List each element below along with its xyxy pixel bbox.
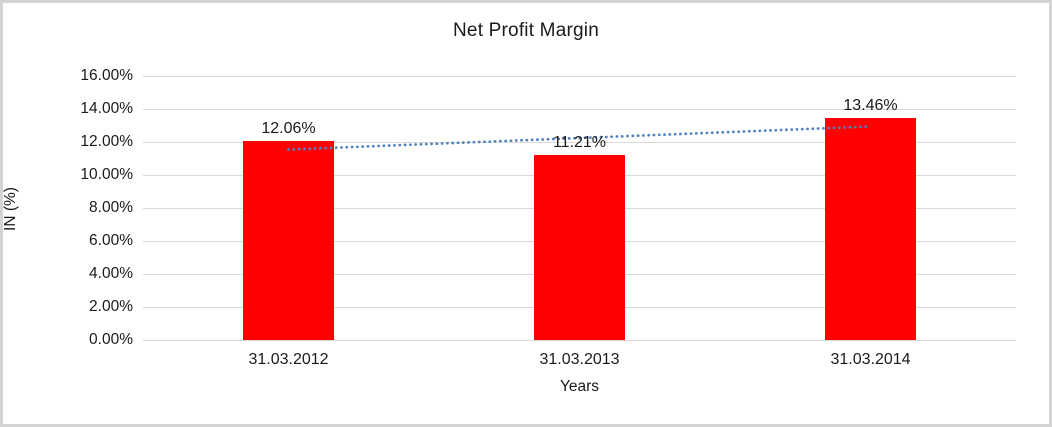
y-tick-label: 14.00%: [80, 99, 133, 117]
bar: [243, 141, 334, 340]
trendline: [287, 125, 872, 151]
bar: [534, 155, 625, 340]
y-tick-label: 8.00%: [89, 198, 133, 216]
y-tick-label: 6.00%: [89, 231, 133, 249]
y-tick-label: 10.00%: [80, 165, 133, 183]
gridline: [143, 109, 1016, 110]
y-tick-label: 16.00%: [80, 66, 133, 84]
gridline: [143, 340, 1016, 341]
chart-title: Net Profit Margin: [453, 20, 599, 41]
plot-area: 12.06% 11.21% 13.46%: [143, 76, 1016, 341]
x-axis-title: Years: [559, 378, 600, 395]
x-tick-label: 31.03.2014: [830, 351, 911, 368]
bar-value-label: 11.21%: [552, 134, 607, 152]
bar-value-label: 12.06%: [261, 120, 316, 137]
bar-value-label: 13.46%: [843, 96, 898, 114]
gridline: [143, 76, 1016, 77]
gridline: [143, 142, 1016, 143]
x-tick-label: 31.03.2012: [248, 351, 329, 368]
y-tick-label: 12.00%: [80, 132, 133, 150]
y-tick-label: 4.00%: [89, 264, 133, 282]
y-axis-title: IN (%): [2, 187, 19, 231]
x-tick-label: 31.03.2013: [539, 351, 620, 368]
y-tick-label: 2.00%: [89, 297, 133, 315]
bar: [825, 117, 916, 340]
y-tick-label: 0.00%: [89, 330, 133, 348]
trendline-path: [287, 125, 872, 151]
